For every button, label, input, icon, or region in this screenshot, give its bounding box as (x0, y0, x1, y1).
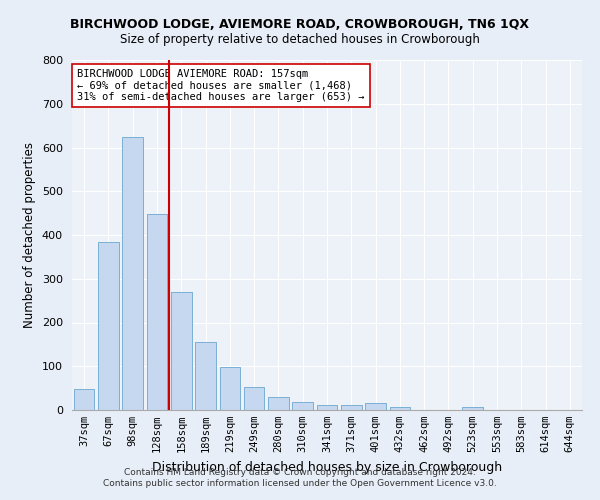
Bar (365, 404, 386, 410)
Text: Contains HM Land Registry data © Crown copyright and database right 2024.
Contai: Contains HM Land Registry data © Crown c… (103, 468, 497, 487)
Bar (98, 242, 119, 410)
Bar (171, 292, 191, 410)
Bar (292, 402, 313, 410)
Bar (146, 214, 167, 410)
Text: BIRCHWOOD LODGE AVIEMORE ROAD: 157sqm
← 69% of detached houses are smaller (1,46: BIRCHWOOD LODGE AVIEMORE ROAD: 157sqm ← … (77, 69, 365, 102)
Bar (220, 367, 240, 410)
Bar (122, 136, 143, 410)
Bar (317, 405, 337, 410)
Text: BIRCHWOOD LODGE, AVIEMORE ROAD, CROWBOROUGH, TN6 1QX: BIRCHWOOD LODGE, AVIEMORE ROAD, CROWBORO… (71, 18, 530, 30)
Bar (341, 405, 362, 410)
Bar (389, 406, 410, 410)
Bar (195, 342, 216, 410)
X-axis label: Distribution of detached houses by size in Crowborough: Distribution of detached houses by size … (152, 460, 502, 473)
Bar (268, 397, 289, 410)
Y-axis label: Number of detached properties: Number of detached properties (23, 142, 36, 328)
Text: Size of property relative to detached houses in Crowborough: Size of property relative to detached ho… (120, 32, 480, 46)
Bar (244, 387, 265, 410)
Bar (463, 406, 483, 410)
Bar (74, 390, 94, 410)
